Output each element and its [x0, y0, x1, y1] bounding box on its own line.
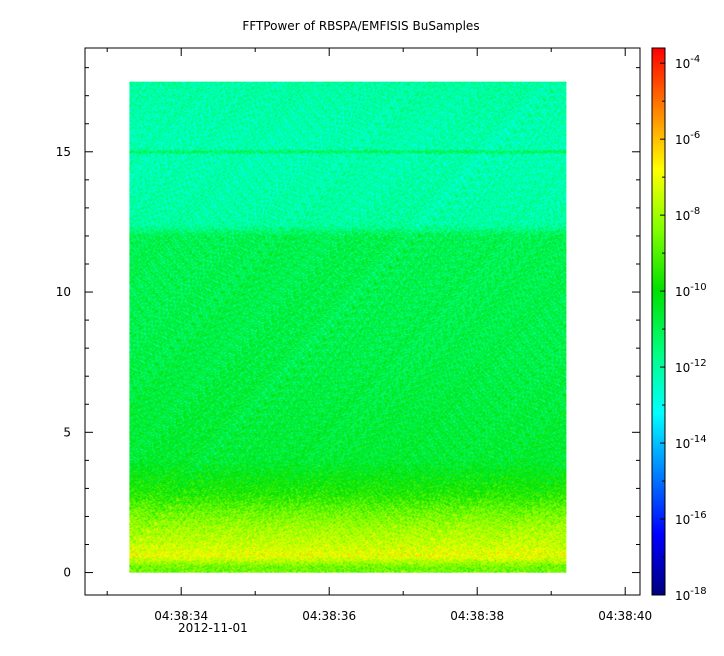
y-tick-label: 0: [63, 566, 71, 580]
colorbar-scale: [651, 47, 666, 596]
colorbar-tick-label: 10-6: [675, 130, 700, 147]
x-date-label: 2012-11-01: [178, 621, 248, 635]
x-tick-label: 04:38:40: [598, 609, 652, 623]
colorbar-tick-label: 10-10: [675, 282, 707, 299]
x-axis: 04:38:34 04:38:36 04:38:38 04:38:40: [106, 48, 652, 623]
colorbar-tick-label: 10-18: [675, 586, 707, 603]
x-tick-label: 04:38:34: [154, 609, 208, 623]
colorbar: 10-4 10-6 10-8 10-10 10-12 10-14 10-16 10-18: [651, 47, 707, 603]
y-tick-label: 5: [63, 425, 71, 439]
colorbar-tick-label: 10-8: [675, 206, 700, 223]
colorbar-tick-label: 10-14: [675, 434, 707, 451]
chart-title: FFTPower of RBSPA/EMFISIS BuSamples: [242, 19, 479, 33]
y-tick-label: 10: [56, 285, 71, 299]
x-tick-label: 04:38:38: [450, 609, 504, 623]
y-axis: 0 5 10 15: [56, 67, 640, 580]
y-tick-label: 15: [56, 145, 71, 159]
spectrogram-heatmap: [129, 81, 567, 573]
colorbar-tick-label: 10-4: [675, 54, 700, 71]
colorbar-tick-label: 10-12: [675, 358, 707, 375]
colorbar-tick-label: 10-16: [675, 510, 707, 527]
x-tick-label: 04:38:36: [302, 609, 356, 623]
